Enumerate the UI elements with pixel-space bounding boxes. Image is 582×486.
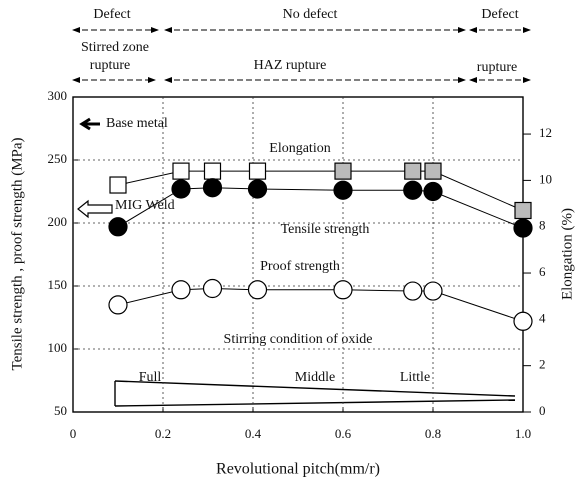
annotation: Middle — [295, 370, 335, 385]
annotation: Defect — [93, 7, 130, 22]
marker — [403, 281, 423, 301]
annotation: rupture — [477, 60, 517, 75]
marker — [423, 181, 443, 202]
y-tick-label: 250 — [48, 151, 68, 166]
y2-tick-label: 6 — [539, 264, 546, 279]
y-tick-label: 100 — [48, 340, 68, 355]
annotation: MIG Weld — [115, 198, 175, 213]
marker — [171, 179, 191, 199]
annotation: Stirred zone — [81, 40, 149, 55]
annotation: Full — [139, 370, 162, 385]
marker — [172, 162, 190, 180]
y-tick-label: 50 — [54, 403, 67, 418]
y-tick-label: 150 — [48, 277, 68, 292]
y2-axis-label: Elongation (%) — [559, 208, 575, 300]
marker — [247, 179, 268, 199]
marker — [108, 217, 128, 237]
marker — [334, 162, 352, 180]
x-tick-label: 1.0 — [515, 426, 531, 441]
y2-tick-label: 8 — [539, 218, 546, 233]
y2-tick-label: 10 — [539, 171, 552, 186]
marker — [514, 201, 532, 220]
y-tick-label: 300 — [48, 88, 68, 103]
marker — [108, 295, 128, 315]
y2-tick-label: 4 — [539, 310, 546, 325]
marker — [247, 280, 268, 300]
marker — [202, 278, 223, 299]
annotation: rupture — [90, 58, 130, 73]
marker — [404, 162, 422, 180]
marker — [513, 311, 533, 331]
plot-frame — [72, 96, 524, 413]
y2-tick-label: 0 — [539, 403, 546, 418]
marker — [333, 180, 353, 200]
x-axis-label: Revolutional pitch(mm/r) — [216, 461, 380, 478]
annotation: Little — [400, 370, 430, 385]
series-label: Tensile strength — [281, 222, 370, 237]
top-arrows — [72, 27, 531, 83]
marker — [203, 162, 222, 180]
marker — [202, 178, 223, 198]
annotation: Base metal — [106, 116, 168, 131]
marker — [248, 162, 267, 180]
marker — [424, 162, 442, 180]
annotation: Stirring condition of oxide — [224, 332, 373, 347]
x-tick-label: 0.2 — [155, 426, 171, 441]
annotation: HAZ rupture — [254, 58, 327, 73]
marker — [109, 176, 127, 194]
y-axis-label: Tensile strength , proof strength (MPa) — [9, 137, 25, 370]
y2-tick-label: 2 — [539, 357, 546, 372]
annotation: No defect — [283, 7, 338, 22]
marker — [513, 218, 533, 238]
marker — [423, 281, 443, 301]
series-label: Elongation — [269, 141, 330, 156]
x-tick-label: 0 — [70, 426, 77, 441]
x-tick-label: 0.8 — [425, 426, 441, 441]
y-tick-label: 200 — [48, 214, 68, 229]
x-tick-label: 0.6 — [335, 426, 352, 441]
series-label: Proof strength — [260, 259, 340, 274]
marker — [333, 280, 353, 300]
y2-tick-label: 12 — [539, 125, 552, 140]
oxide-wedge — [114, 380, 516, 407]
marker — [403, 180, 423, 200]
marker — [171, 280, 191, 300]
x-tick-label: 0.4 — [245, 426, 262, 441]
annotation: Defect — [481, 7, 518, 22]
ref-arrows — [77, 117, 113, 219]
